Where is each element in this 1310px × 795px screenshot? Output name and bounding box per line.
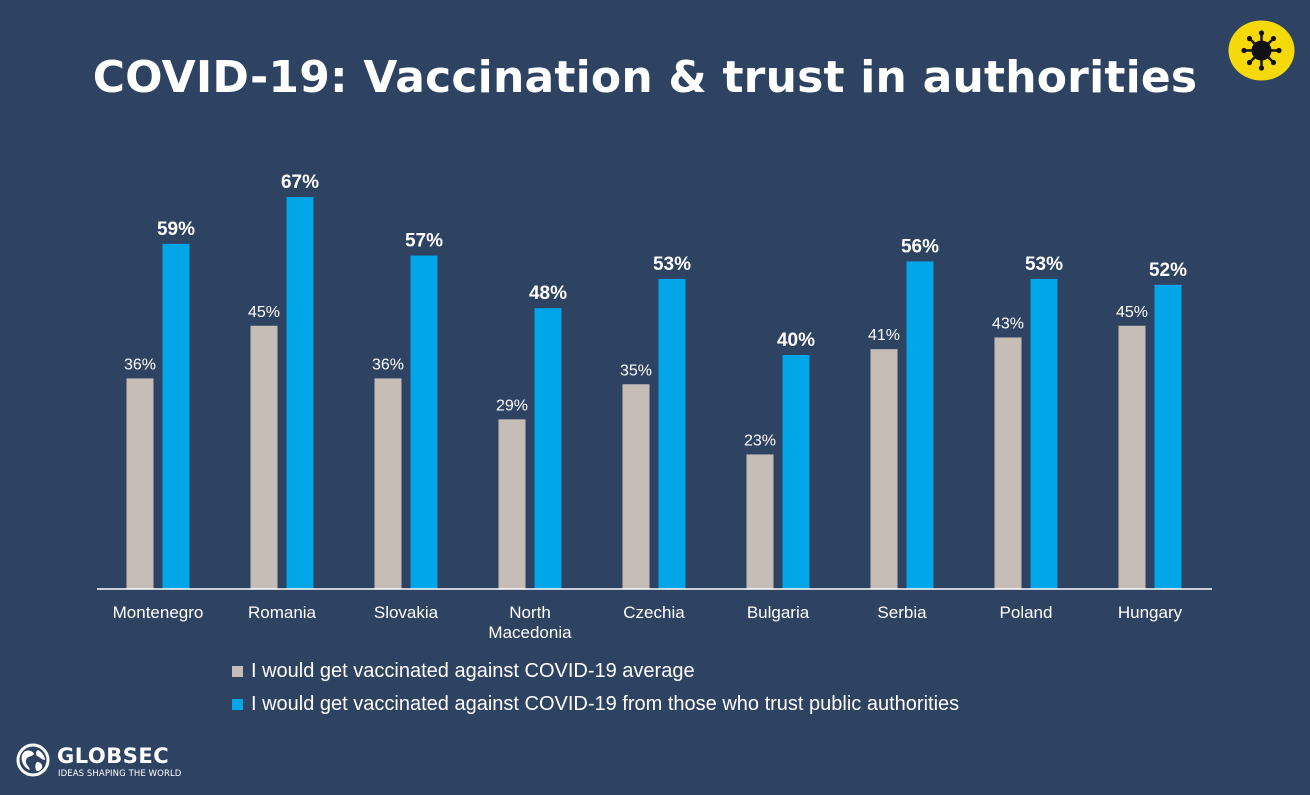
x-tick-label: Poland: [1000, 603, 1053, 622]
legend-item-trust: I would get vaccinated against COVID-19 …: [232, 688, 959, 721]
globe-icon: [16, 743, 50, 777]
chart-title: COVID-19: Vaccination & trust in authori…: [92, 52, 1198, 103]
data-label-trust: 57%: [405, 231, 443, 252]
bar-trust: [534, 308, 562, 589]
logo-tagline: IDEAS SHAPING THE WORLD: [58, 769, 182, 779]
bar-trust: [1030, 278, 1058, 589]
bar-average: [622, 384, 650, 589]
bar-average: [250, 325, 278, 589]
data-label-average: 43%: [992, 315, 1024, 332]
virus-icon: [1228, 20, 1295, 81]
data-label-average: 35%: [620, 362, 652, 379]
data-label-average: 23%: [744, 432, 776, 449]
bar-average: [1118, 325, 1146, 589]
logo-name: GLOBSEC: [57, 744, 170, 768]
globsec-logo: GLOBSEC IDEAS SHAPING THE WORLD: [15, 742, 215, 782]
legend-label-trust: I would get vaccinated against COVID-19 …: [251, 693, 960, 715]
x-tick-label: Bulgaria: [747, 603, 810, 622]
data-label-average: 41%: [868, 327, 900, 344]
legend-swatch-trust: [232, 699, 243, 710]
data-label-trust: 67%: [281, 172, 319, 193]
legend: I would get vaccinated against COVID-19 …: [232, 655, 959, 721]
data-label-trust: 53%: [1025, 254, 1063, 275]
bar-average: [374, 378, 402, 589]
data-label-average: 29%: [496, 397, 528, 414]
data-label-average: 45%: [248, 304, 280, 321]
data-label-trust: 52%: [1149, 260, 1187, 281]
bar-average: [870, 349, 898, 589]
data-label-trust: 53%: [653, 254, 691, 275]
bar-average: [994, 337, 1022, 589]
x-tick-label: Macedonia: [488, 623, 572, 642]
data-label-trust: 59%: [157, 219, 195, 240]
data-label-trust: 40%: [777, 330, 815, 351]
bar-average: [746, 454, 774, 589]
bar-trust: [906, 261, 934, 589]
data-label-average: 36%: [124, 356, 156, 373]
x-tick-label: North: [509, 603, 551, 622]
data-label-average: 45%: [1116, 304, 1148, 321]
data-label-average: 36%: [372, 356, 404, 373]
bar-trust: [1154, 284, 1182, 589]
legend-item-average: I would get vaccinated against COVID-19 …: [232, 655, 959, 688]
bar-average: [498, 419, 526, 589]
bar-trust: [658, 278, 686, 589]
legend-label-average: I would get vaccinated against COVID-19 …: [251, 660, 695, 682]
bar-trust: [782, 355, 810, 589]
bar-trust: [410, 255, 438, 590]
bar-trust: [162, 243, 190, 589]
data-label-trust: 48%: [529, 283, 567, 304]
x-tick-label: Slovakia: [374, 603, 439, 622]
bar-average: [126, 378, 154, 589]
x-tick-label: Montenegro: [113, 603, 204, 622]
bar-trust: [286, 197, 314, 590]
data-label-trust: 56%: [901, 236, 939, 257]
x-tick-label: Romania: [248, 603, 317, 622]
x-tick-label: Czechia: [623, 603, 685, 622]
x-tick-label: Serbia: [877, 603, 927, 622]
legend-swatch-average: [232, 666, 243, 677]
x-tick-label: Hungary: [1118, 603, 1183, 622]
